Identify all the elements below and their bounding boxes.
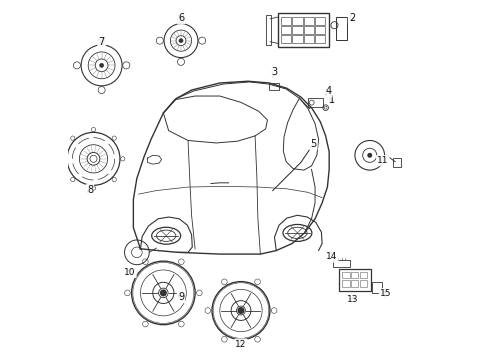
Text: 4: 4 (325, 86, 331, 96)
Circle shape (160, 289, 166, 296)
Text: 10: 10 (124, 268, 135, 277)
Text: 9: 9 (178, 292, 183, 302)
Text: 1: 1 (328, 95, 334, 104)
Circle shape (99, 63, 103, 67)
Text: 2: 2 (348, 13, 354, 23)
Text: 11: 11 (376, 156, 388, 165)
Text: 3: 3 (271, 67, 277, 77)
Circle shape (179, 39, 183, 43)
Text: 14: 14 (325, 252, 337, 261)
Text: 8: 8 (87, 185, 93, 195)
Text: 13: 13 (346, 295, 358, 304)
Text: 6: 6 (178, 13, 183, 23)
Text: 7: 7 (98, 37, 104, 47)
Circle shape (366, 153, 371, 158)
Text: 5: 5 (309, 139, 316, 149)
Text: 15: 15 (379, 289, 390, 298)
Text: 12: 12 (235, 339, 246, 348)
Circle shape (237, 307, 244, 314)
